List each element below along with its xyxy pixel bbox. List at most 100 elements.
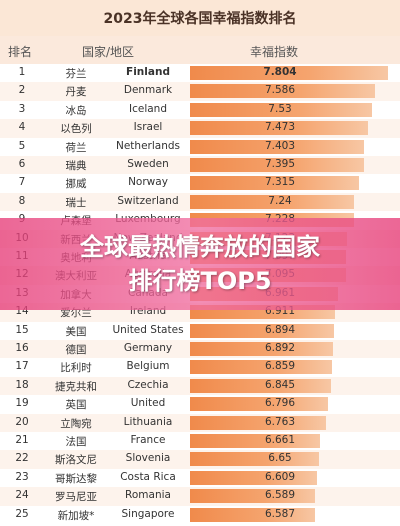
header-country: 国家/地区: [82, 45, 135, 59]
header-score: 幸福指数: [250, 45, 299, 59]
score-label: 6.845: [264, 378, 296, 391]
score-bar: [190, 121, 369, 136]
rank-cell: 16: [15, 342, 29, 354]
score-bar: [190, 323, 334, 338]
score-label: 7.804: [263, 66, 297, 78]
country-cn-cell: 丹麦: [65, 86, 87, 99]
banner-line1: 全球最热情奔放的国家: [80, 233, 320, 261]
rank-cell: 7: [18, 176, 26, 189]
score-bar: [190, 102, 372, 117]
table-row: 15 美国 United States 6.894: [0, 322, 400, 340]
rank-cell: 3: [18, 102, 26, 115]
country-cn-cell: 瑞士: [65, 196, 87, 209]
score-label: 7.24: [268, 194, 292, 207]
score-bar: [190, 415, 326, 430]
table-row: 18 捷克共和 Czechia 6.845: [0, 376, 400, 396]
country-cn-cell: 比利时: [60, 362, 92, 375]
country-cn-cell: 新加坡*: [57, 509, 95, 522]
score-label: 6.65: [268, 452, 292, 465]
country-cn-cell: 挪威: [65, 178, 87, 191]
country-en-cell: Norway: [128, 176, 168, 189]
rank-cell: 1: [18, 66, 26, 78]
rank-cell: 25: [15, 507, 29, 520]
country-cn-cell: 罗马尼亚: [55, 491, 97, 504]
score-bar: [190, 434, 320, 448]
table-row: 3 冰岛 Iceland 7.53: [0, 101, 400, 119]
score-label: 6.796: [264, 397, 296, 410]
score-bar: [190, 342, 334, 356]
country-cn-cell: 芬兰: [65, 68, 87, 80]
country-en-cell: Belgium: [126, 360, 170, 373]
overlay-banner: 全球最热情奔放的国家 排行榜TOP5: [0, 218, 400, 310]
table-row: 17 比利时 Belgium 6.859: [0, 358, 400, 376]
table-row: 8 瑞士 Switzerland 7.24: [0, 192, 400, 212]
score-bar: [190, 452, 319, 467]
score-label: 7.315: [264, 176, 296, 189]
score-bar: [190, 470, 317, 485]
score-label: 6.894: [264, 323, 296, 336]
table-row: 4 以色列 Israel 7.473: [0, 119, 400, 138]
country-cn-cell: 法国: [65, 436, 87, 448]
country-en-cell: United States: [112, 323, 184, 336]
score-label: 7.403: [264, 139, 296, 152]
rank-cell: 24: [15, 489, 29, 502]
country-cn-cell: 英国: [65, 399, 87, 412]
score-label: 7.586: [264, 84, 296, 97]
score-bar: [190, 66, 388, 80]
country-en-cell: Switzerland: [117, 194, 179, 207]
score-bar: [190, 507, 316, 522]
country-en-cell: Singapore: [121, 507, 175, 520]
rank-cell: 8: [18, 194, 26, 207]
country-en-cell: Czechia: [127, 378, 169, 391]
score-bar: [190, 139, 364, 154]
country-en-cell: Finland: [126, 66, 170, 78]
score-label: 6.763: [264, 415, 296, 428]
table-row: 16 德国 Germany 6.892: [0, 340, 400, 359]
country-en-cell: Germany: [123, 342, 173, 354]
table-row: 20 立陶宛 Lithuania 6.763: [0, 413, 400, 432]
chart-title: 2023年全球各国幸福指数排名: [0, 0, 400, 36]
country-en-cell: Romania: [125, 489, 171, 502]
score-label: 6.892: [264, 342, 296, 354]
score-bar: [190, 176, 359, 191]
table-header: 排名 国家/地区 幸福指数: [0, 36, 400, 64]
rank-cell: 4: [18, 121, 26, 134]
score-bar: [190, 397, 328, 412]
score-bar: [190, 489, 316, 504]
table-row: 6 瑞典 Sweden 7.395: [0, 156, 400, 175]
rank-cell: 22: [15, 452, 29, 465]
table-row: 25 新加坡* Singapore 6.587: [0, 506, 400, 524]
score-label: 6.587: [264, 507, 296, 520]
rank-cell: 21: [15, 434, 29, 446]
country-en-cell: Denmark: [123, 84, 173, 97]
rank-cell: 23: [15, 470, 29, 483]
banner-line2: 排行榜TOP5: [128, 267, 272, 295]
rank-cell: 15: [15, 323, 29, 336]
table-row: 24 罗马尼亚 Romania 6.589: [0, 487, 400, 506]
score-label: 6.609: [264, 470, 296, 483]
table-row: 7 挪威 Norway 7.315: [0, 174, 400, 192]
country-en-cell: France: [130, 434, 166, 446]
country-cn-cell: 哥斯达黎: [55, 472, 97, 485]
rank-cell: 18: [15, 378, 29, 391]
country-cn-cell: 爱尔兰: [60, 307, 92, 320]
score-bar: [190, 378, 331, 393]
country-cn-cell: 捷克共和: [55, 380, 97, 393]
rank-cell: 5: [18, 139, 26, 152]
score-label: 6.589: [264, 489, 296, 502]
score-label: 6.661: [264, 434, 296, 446]
country-en-cell: Sweden: [127, 158, 169, 170]
country-cn-cell: 德国: [65, 344, 87, 356]
rank-cell: 20: [15, 415, 29, 428]
table-row: 23 哥斯达黎 Costa Rica 6.609: [0, 469, 400, 487]
country-cn-cell: 斯洛文尼: [55, 454, 97, 467]
country-cn-cell: 立陶宛: [60, 417, 92, 430]
score-bar: [190, 158, 364, 172]
table-row: 19 英国 United 6.796: [0, 395, 400, 413]
rank-cell: 19: [15, 397, 29, 410]
score-label: 7.53: [268, 102, 292, 115]
country-en-cell: Slovenia: [125, 452, 171, 465]
country-en-cell: Costa Rica: [120, 470, 176, 483]
country-cn-cell: 美国: [65, 325, 87, 338]
score-bar: [190, 360, 332, 375]
